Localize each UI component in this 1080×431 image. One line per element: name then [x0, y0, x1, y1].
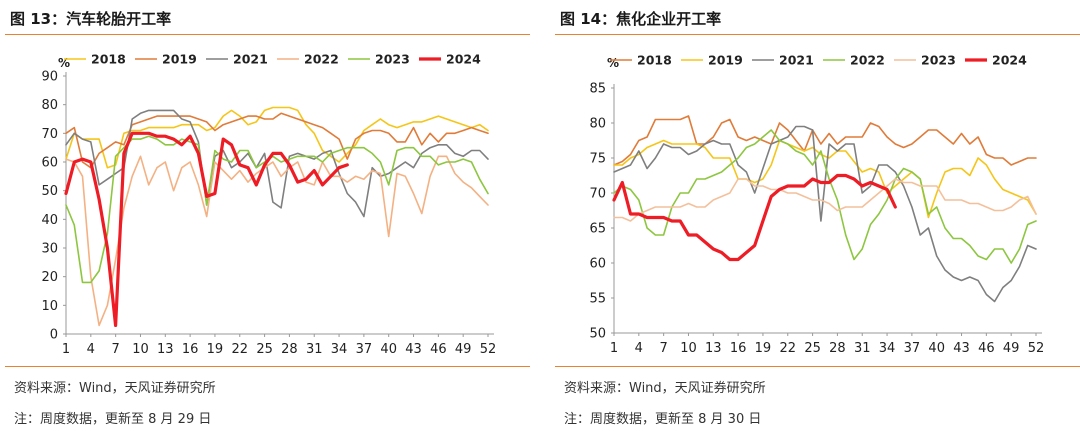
series-line-2022 — [65, 155, 489, 327]
legend-label-2023: 2023 — [375, 52, 410, 67]
y-tick-label: 80 — [41, 98, 58, 113]
x-tick-label: 25 — [804, 341, 821, 356]
series-line-2022 — [613, 129, 1037, 264]
series-line-2019 — [65, 112, 489, 169]
y-tick-label: 0 — [50, 328, 58, 343]
x-tick-label: 16 — [182, 342, 199, 357]
y-tick-label: 50 — [589, 327, 606, 342]
y-tick-label: 85 — [589, 82, 606, 97]
legend-label-2022: 2022 — [850, 53, 885, 68]
x-tick-label: 49 — [455, 342, 472, 357]
y-tick-label: 20 — [41, 270, 58, 285]
title-divider — [5, 34, 530, 35]
x-tick-label: 7 — [112, 342, 120, 357]
x-tick-label: 46 — [430, 342, 447, 357]
y-tick-label: 70 — [41, 127, 58, 142]
x-tick-label: 52 — [1028, 341, 1045, 356]
footer-divider — [5, 366, 530, 367]
x-tick-label: 43 — [953, 341, 970, 356]
x-tick-label: 19 — [207, 342, 224, 357]
y-tick-label: 10 — [41, 299, 58, 314]
x-tick-label: 7 — [660, 341, 668, 356]
series-line-2018 — [613, 115, 1037, 166]
series-line-2024 — [64, 131, 349, 327]
legend-label-2019: 2019 — [708, 53, 743, 68]
y-tick-label: 80 — [589, 117, 606, 132]
x-tick-label: 16 — [730, 341, 747, 356]
legend-label-2023: 2023 — [921, 53, 956, 68]
chart-panel-coking: 图 14：焦化企业开工率 % 50 55 60 65 70 75 80 85 1 4 7 10 13 16 1… — [550, 0, 1080, 431]
source-note: 资料来源：Wind，天风证券研究所 — [14, 381, 216, 396]
x-tick-label: 31 — [854, 341, 871, 356]
x-tick-label: 37 — [904, 341, 921, 356]
x-tick-label: 52 — [480, 342, 497, 357]
x-tick-label: 34 — [879, 341, 896, 356]
series-line-2018 — [65, 106, 489, 169]
x-tick-label: 22 — [231, 342, 248, 357]
series-line-2019 — [613, 139, 1037, 219]
series-line-2023 — [613, 178, 1037, 222]
y-tick-label: 65 — [589, 222, 606, 237]
x-tick-label: 37 — [356, 342, 373, 357]
footer-divider — [555, 366, 1080, 367]
chart-title: 图 14：焦化企业开工率 — [560, 10, 722, 28]
y-tick-label: 30 — [41, 242, 58, 257]
x-tick-label: 43 — [405, 342, 422, 357]
x-tick-label: 1 — [62, 342, 70, 357]
y-tick-label: 90 — [41, 70, 58, 85]
y-tick-label: 75 — [589, 152, 606, 167]
x-tick-label: 1 — [610, 341, 618, 356]
chart-panel-tire: 图 13：汽车轮胎开工率 % 0 10 20 30 40 50 60 70 80 90 1 4 7 10 13… — [0, 0, 530, 431]
legend-label-2021: 2021 — [779, 53, 814, 68]
legend-label-2019: 2019 — [162, 52, 197, 67]
x-tick-label: 4 — [635, 341, 643, 356]
unit-label: % — [607, 56, 619, 70]
x-tick-label: 13 — [705, 341, 722, 356]
source-note: 资料来源：Wind，天风证券研究所 — [564, 381, 766, 396]
y-tick-label: 60 — [589, 257, 606, 272]
series-line-2023 — [65, 135, 489, 284]
series-line-2021 — [613, 125, 1037, 303]
line-chart-coking: % 50 55 60 65 70 75 80 85 1 4 7 10 13 16 19 22 25 28 31 34 37… — [589, 53, 1045, 357]
title-divider — [555, 34, 1080, 35]
series-line-2021 — [65, 109, 489, 218]
x-tick-label: 28 — [281, 342, 298, 357]
x-tick-label: 19 — [755, 341, 772, 356]
x-tick-label: 40 — [928, 341, 945, 356]
legend-label-2021: 2021 — [233, 52, 268, 67]
line-chart-tire: % 0 10 20 30 40 50 60 70 80 90 1 4 7 10 13 16 19 22 25 28 31 3… — [41, 52, 497, 358]
x-tick-label: 28 — [829, 341, 846, 356]
x-tick-label: 31 — [306, 342, 323, 357]
x-tick-label: 10 — [132, 342, 149, 357]
x-tick-label: 34 — [331, 342, 348, 357]
x-tick-label: 46 — [978, 341, 995, 356]
x-tick-label: 49 — [1003, 341, 1020, 356]
x-tick-label: 4 — [87, 342, 95, 357]
y-tick-label: 55 — [589, 292, 606, 307]
y-tick-label: 50 — [41, 184, 58, 199]
legend-label-2024: 2024 — [992, 53, 1027, 68]
x-tick-label: 40 — [380, 342, 397, 357]
x-tick-label: 10 — [680, 341, 697, 356]
series-line-2024 — [612, 173, 897, 262]
legend-label-2018: 2018 — [637, 53, 672, 68]
x-tick-label: 25 — [256, 342, 273, 357]
legend-label-2022: 2022 — [304, 52, 339, 67]
y-tick-label: 40 — [41, 213, 58, 228]
x-tick-label: 13 — [157, 342, 174, 357]
y-tick-label: 70 — [589, 187, 606, 202]
update-note: 注：周度数据，更新至 8 月 30 日 — [564, 412, 762, 427]
unit-label: % — [58, 56, 70, 70]
chart-title: 图 13：汽车轮胎开工率 — [10, 10, 172, 28]
legend-label-2024: 2024 — [446, 52, 481, 67]
y-tick-label: 60 — [41, 156, 58, 171]
legend-label-2018: 2018 — [91, 52, 126, 67]
update-note: 注：周度数据，更新至 8 月 29 日 — [14, 412, 212, 427]
x-tick-label: 22 — [779, 341, 796, 356]
